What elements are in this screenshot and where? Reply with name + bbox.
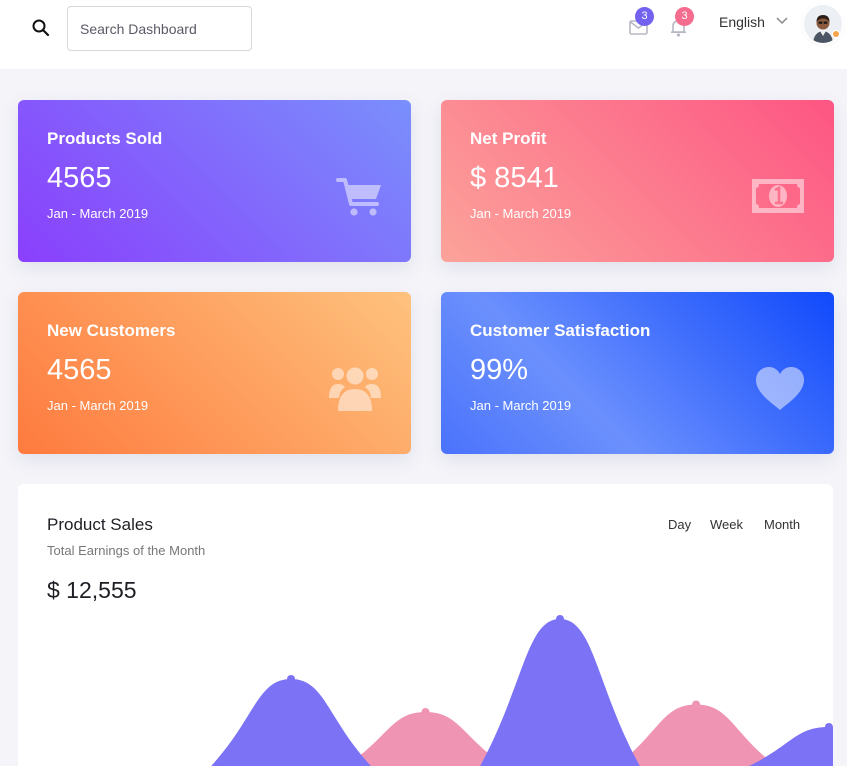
stat-title: Products Sold — [47, 129, 163, 148]
stat-title: New Customers — [47, 321, 176, 340]
online-status-dot — [832, 30, 840, 38]
stat-card-new-customers: New Customers 4565 Jan - March 2019 — [18, 292, 411, 454]
chevron-down-icon[interactable] — [775, 16, 789, 26]
panel-title: Product Sales — [47, 515, 153, 534]
cart-icon — [336, 178, 381, 216]
chart-point[interactable] — [555, 615, 564, 623]
stat-period: Jan - March 2019 — [47, 206, 149, 221]
chart-area-peak — [345, 712, 506, 766]
stat-value: 99% — [470, 354, 529, 386]
users-icon — [329, 367, 381, 411]
tab-month[interactable]: Month — [764, 517, 801, 532]
stat-value: $ 8541 — [470, 162, 559, 194]
stat-card-net-profit: Net Profit $ 8541 Jan - March 2019 — [441, 100, 834, 262]
sales-area-chart — [211, 615, 833, 766]
chart-point[interactable] — [287, 675, 296, 683]
tab-week[interactable]: Week — [710, 517, 743, 532]
chart-area-peak — [480, 619, 640, 766]
language-selector[interactable]: English — [719, 14, 765, 30]
search-icon[interactable] — [30, 17, 52, 39]
panel-subtitle: Total Earnings of the Month — [47, 543, 206, 558]
chart-point[interactable] — [824, 723, 833, 731]
stat-title: Net Profit — [470, 129, 547, 148]
chart-area-peak — [211, 679, 371, 766]
chart-point[interactable] — [692, 700, 701, 709]
stat-period: Jan - March 2019 — [47, 398, 149, 413]
notification-badge: 3 — [675, 7, 694, 26]
money-icon — [752, 179, 804, 213]
stat-period: Jan - March 2019 — [470, 206, 572, 221]
top-bar: 3 3 English — [0, 0, 847, 69]
stat-value: 4565 — [47, 354, 112, 386]
stat-period: Jan - March 2019 — [470, 398, 572, 413]
stat-card-customer-satisfaction: Customer Satisfaction 99% Jan - March 20… — [441, 292, 834, 454]
stat-title: Customer Satisfaction — [470, 321, 651, 340]
heart-icon — [756, 367, 804, 410]
product-sales-panel: Product Sales Total Earnings of the Mont… — [18, 484, 833, 766]
search-input[interactable] — [67, 6, 252, 51]
chart-point[interactable] — [421, 708, 430, 716]
tab-day[interactable]: Day — [668, 517, 692, 532]
mail-badge: 3 — [635, 7, 654, 26]
chart-area-peak — [749, 727, 833, 766]
chart-area-peak — [616, 704, 776, 766]
total-earnings: $ 12,555 — [47, 577, 137, 603]
stat-card-products-sold: Products Sold 4565 Jan - March 2019 — [18, 100, 411, 262]
stat-value: 4565 — [47, 162, 112, 194]
